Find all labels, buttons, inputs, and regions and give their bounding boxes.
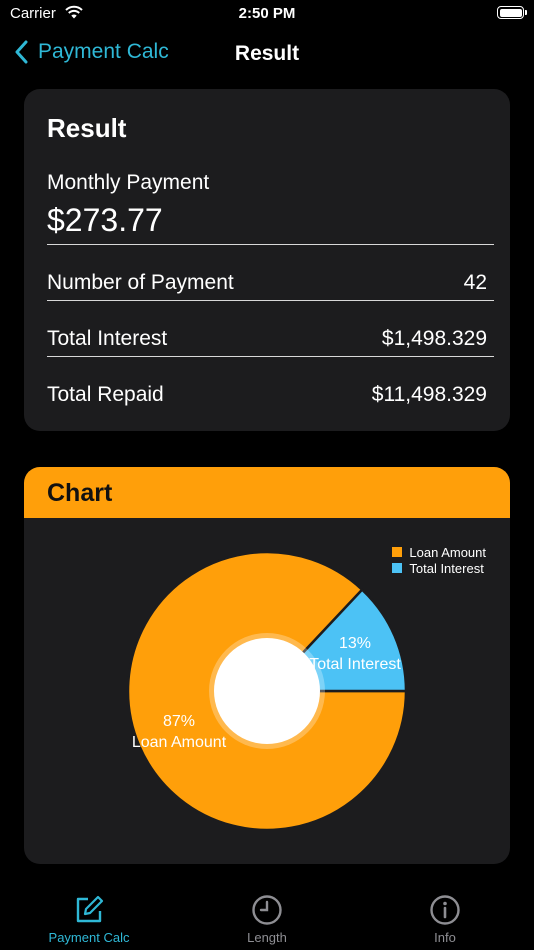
chart-legend: Loan Amount Total Interest [392, 544, 486, 576]
legend-swatch-loan [392, 547, 403, 557]
result-card: Result Monthly Payment $273.77 Number of… [24, 89, 510, 431]
tab-length[interactable]: Length [178, 894, 356, 945]
clock-icon [252, 895, 282, 925]
pie-chart: 87% Loan Amount 13% Total Interest [126, 550, 408, 832]
carrier-label: Carrier [10, 5, 56, 22]
back-button[interactable]: Payment Calc [14, 40, 169, 64]
monthly-payment-value: $273.77 [47, 202, 163, 238]
number-of-payment-label: Number of Payment [47, 271, 234, 294]
total-interest-label: Total Interest [47, 327, 168, 350]
pie-label-loan-name: Loan Amount [132, 734, 227, 751]
battery-icon [497, 6, 527, 19]
edit-icon [76, 895, 104, 923]
pie-label-interest-name: Total Interest [309, 656, 401, 673]
page-title: Result [234, 42, 300, 65]
total-repaid-label: Total Repaid [47, 383, 164, 406]
legend-swatch-interest [392, 563, 403, 573]
clock-time: 2:50 PM [238, 5, 296, 22]
legend-item-total-interest: Total Interest [392, 560, 486, 576]
tab-info-label: Info [434, 930, 456, 945]
tab-payment-calc[interactable]: Payment Calc [0, 894, 178, 945]
total-repaid-value: $11,498.329 [371, 383, 487, 406]
legend-label-total-interest: Total Interest [409, 560, 484, 576]
monthly-payment-label: Monthly Payment [47, 171, 210, 194]
tab-bar: Payment Calc Length Info [0, 880, 534, 950]
donut-hole [214, 638, 320, 744]
status-bar: Carrier 2:50 PM [0, 0, 534, 30]
chart-heading: Chart [47, 479, 113, 507]
divider [47, 356, 494, 357]
legend-item-loan-amount: Loan Amount [392, 544, 486, 560]
chart-header: Chart [24, 467, 510, 518]
number-of-payment-value: 42 [463, 271, 487, 294]
tab-payment-calc-label: Payment Calc [48, 930, 130, 945]
tab-length-label: Length [247, 930, 287, 945]
result-heading: Result [47, 113, 127, 143]
tab-info[interactable]: Info [356, 894, 534, 945]
chevron-left-icon [15, 40, 28, 64]
chart-card: Chart 87% Loan Amount 13% Total Interest Lo… [24, 467, 510, 864]
legend-label-loan-amount: Loan Amount [409, 544, 486, 560]
pie-label-interest-percent: 13% [339, 635, 371, 652]
divider [47, 300, 494, 301]
back-button-label: Payment Calc [38, 40, 169, 63]
pie-label-loan-percent: 87% [163, 713, 195, 730]
divider [47, 244, 494, 245]
navigation-bar: Payment Calc Result [0, 34, 534, 78]
total-interest-value: $1,498.329 [381, 327, 487, 350]
wifi-icon [64, 5, 84, 25]
info-icon [430, 895, 460, 925]
